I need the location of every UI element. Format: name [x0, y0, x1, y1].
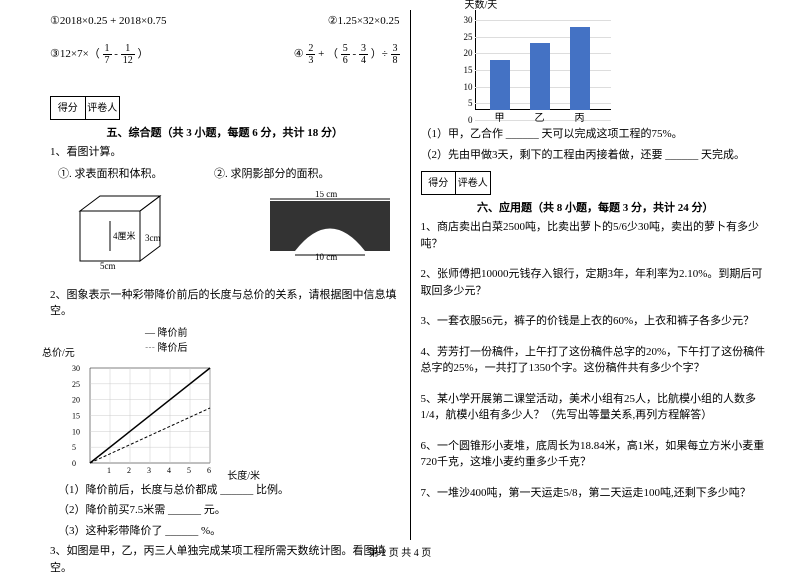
bar	[530, 43, 550, 110]
category-label: 乙	[530, 109, 550, 124]
frac-icon: 23	[306, 43, 315, 66]
tick-label: 0	[451, 115, 473, 125]
tick-label: 30	[451, 15, 473, 25]
svg-text:4厘米: 4厘米	[113, 230, 136, 241]
tick-label: 10	[451, 82, 473, 92]
score-box-2: 得分 评卷人	[421, 171, 491, 195]
svg-text:3cm: 3cm	[145, 233, 161, 243]
axis-y-icon	[475, 10, 476, 110]
svg-text:15 cm: 15 cm	[315, 191, 337, 199]
svg-text:0: 0	[72, 459, 76, 468]
svg-text:4: 4	[167, 466, 171, 475]
bar-q1: （1）甲，乙合作 ______ 天可以完成这项工程的75%。	[421, 126, 771, 143]
section-5-title: 五、综合题（共 3 小题，每题 6 分，共计 18 分）	[50, 124, 400, 140]
q1-sub: ①. 求表面积和体积。 ②. 求阴影部分的面积。	[50, 165, 400, 181]
frac-icon: 112	[121, 43, 135, 66]
tick-label: 20	[451, 48, 473, 58]
a7: 7、一堆沙400吨，第一天运走5/8，第二天运走100吨,还剩下多少吨？	[421, 485, 771, 502]
equation-row-2: ③12×7×（ 17 - 112 ） ④ 23 + （ 56 - 34 ）÷ 3…	[50, 43, 400, 66]
svg-text:5: 5	[187, 466, 191, 475]
score-label: 得分	[51, 97, 86, 119]
category-label: 丙	[570, 109, 590, 124]
section-6-title: 六、应用题（共 8 小题，每题 3 分，共计 24 分）	[421, 199, 771, 215]
svg-text:10: 10	[72, 427, 80, 436]
left-column: ①2018×0.25 + 2018×0.75 ②1.25×32×0.25 ③12…	[40, 10, 411, 540]
q2-2: （2）降价前买7.5米需 ______ 元。	[58, 502, 400, 519]
bar	[570, 27, 590, 110]
q1b: ②. 求阴影部分的面积。	[214, 165, 330, 181]
page: ①2018×0.25 + 2018×0.75 ②1.25×32×0.25 ③12…	[0, 0, 800, 540]
bar	[490, 60, 510, 110]
arch-icon: 15 cm 10 cm	[260, 191, 400, 261]
eq2: ②1.25×32×0.25	[328, 14, 400, 27]
score-label: 得分	[422, 172, 457, 194]
eq3-post: ）	[137, 48, 148, 60]
bar-ytitle: 天数/天	[465, 0, 498, 11]
svg-text:20: 20	[72, 395, 80, 404]
a1: 1、商店卖出白菜2500吨，比卖出萝卜的5/6少30吨，卖出的萝卜有多少吨？	[421, 219, 771, 252]
frac-icon: 56	[341, 43, 350, 66]
svg-text:3: 3	[147, 466, 151, 475]
eq4-pre: ④	[294, 48, 304, 60]
eq1: ①2018×0.25 + 2018×0.75	[50, 14, 166, 27]
ylabel: 总价/元	[42, 344, 75, 359]
frac-icon: 17	[103, 43, 112, 66]
grader-label: 评卷人	[86, 97, 120, 119]
legend-after: ┄ 降价后	[145, 339, 400, 354]
a3: 3、一套衣服56元，裤子的价钱是上衣的60%，上衣和裤子各多少元？	[421, 313, 771, 330]
right-column: 天数/天 051015202530 甲乙丙 （1）甲，乙合作 ______ 天可…	[411, 10, 781, 540]
a6: 6、一个圆锥形小麦堆，底周长为18.84米，高1米，如果每立方米小麦重720千克…	[421, 438, 771, 471]
frac-icon: 34	[359, 43, 368, 66]
tick-label: 15	[451, 65, 473, 75]
page-footer: 第 2 页 共 4 页	[0, 544, 800, 559]
grader-label: 评卷人	[456, 172, 490, 194]
svg-text:25: 25	[72, 379, 80, 388]
line-chart: 051015202530 123456 总价/元 长度/米	[70, 358, 220, 478]
category-label: 甲	[490, 109, 510, 124]
tick-label: 25	[451, 32, 473, 42]
figures-row: 4厘米 3cm 5cm 15 cm 10 cm	[50, 185, 400, 277]
xlabel: 长度/米	[227, 467, 260, 482]
q1: 1、看图计算。	[50, 144, 400, 161]
a2: 2、张师傅把10000元钱存入银行，定期3年，年利率为2.10%。到期后可取回多…	[421, 266, 771, 299]
tick-label: 5	[451, 98, 473, 108]
a5: 5、某小学开展第二课堂活动，美术小组有25人，比航模小组的人数多1/4，航模小组…	[421, 391, 771, 424]
eq4-m1: + （	[318, 48, 338, 60]
eq4: ④ 23 + （ 56 - 34 ）÷ 38	[294, 43, 400, 66]
eq3-pre: ③12×7×（	[50, 48, 100, 60]
q2: 2、图象表示一种彩带降价前后的长度与总价的关系，请根据图中信息填空。	[50, 287, 400, 320]
q2-1: （1）降价前后，长度与总价都成 ______ 比例。	[58, 482, 400, 499]
score-box: 得分 评卷人	[50, 96, 120, 120]
svg-text:10 cm: 10 cm	[315, 252, 337, 261]
bar-q2: （2）先由甲做3天，剩下的工程由丙接着做，还要 ______ 天完成。	[421, 147, 771, 164]
legend-before: — 降价前	[145, 324, 400, 339]
svg-text:5: 5	[72, 443, 76, 452]
eq4-m3: ）÷	[371, 48, 388, 60]
svg-text:30: 30	[72, 364, 80, 373]
q1a: ①. 求表面积和体积。	[58, 165, 163, 181]
svg-text:6: 6	[207, 466, 211, 475]
svg-text:5cm: 5cm	[100, 261, 116, 271]
equation-row-1: ①2018×0.25 + 2018×0.75 ②1.25×32×0.25	[50, 14, 400, 27]
svg-text:1: 1	[107, 466, 111, 475]
svg-text:15: 15	[72, 411, 80, 420]
bar-chart: 天数/天 051015202530 甲乙丙	[451, 10, 611, 120]
eq3: ③12×7×（ 17 - 112 ）	[50, 43, 148, 66]
q2-3: （3）这种彩带降价了 ______ %。	[58, 523, 400, 540]
legend: — 降价前 ┄ 降价后	[145, 324, 400, 354]
svg-text:2: 2	[127, 466, 131, 475]
a4: 4、芳芳打一份稿件，上午打了这份稿件总字的20%，下午打了这份稿件总字的25%，…	[421, 344, 771, 377]
cuboid-icon: 4厘米 3cm 5cm	[70, 191, 180, 271]
frac-icon: 38	[391, 43, 400, 66]
